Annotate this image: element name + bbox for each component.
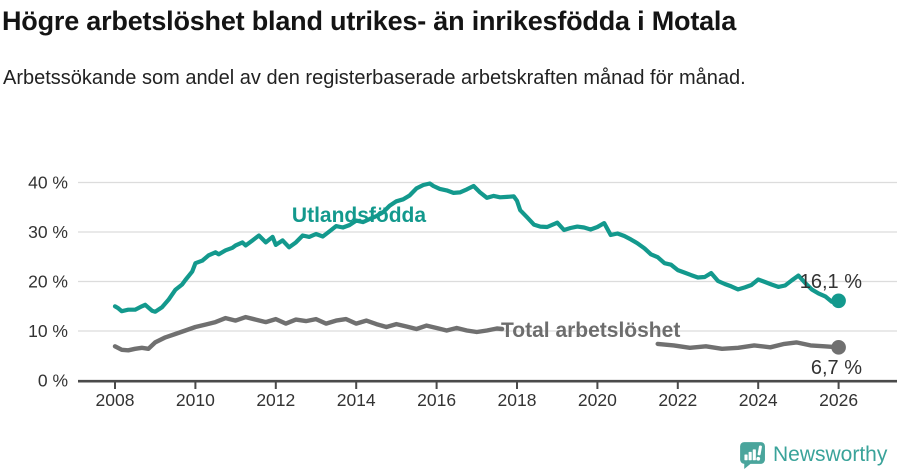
x-tick-label: 2020: [578, 390, 617, 410]
axis-group: 0 % 10 % 20 % 30 % 40 % 2008 2010 2012 2014 2016 2…: [28, 173, 897, 410]
gridlines-group: [78, 181, 897, 332]
bar-2: [748, 451, 752, 461]
x-tick-label: 2008: [96, 390, 135, 410]
y-tick-label: 20 %: [28, 272, 68, 292]
series-end-dot-0: [831, 293, 846, 309]
y-tick-label: 30 %: [28, 222, 68, 242]
series-line-1: [112, 314, 505, 353]
page-title: Högre arbetslöshet bland utrikes- än inr…: [2, 6, 737, 36]
x-tick-label: 2018: [498, 390, 537, 410]
chart-subtitle: Arbetssökande som andel av den registerb…: [3, 67, 746, 89]
newsworthy-brand: Newsworthy: [737, 440, 887, 469]
x-tick-label: 2016: [417, 390, 456, 410]
series-group: [112, 181, 846, 355]
x-tick-label: 2026: [819, 390, 858, 410]
end-value-label-total: 6,7 %: [811, 357, 862, 379]
newsworthy-logo-icon: [740, 442, 765, 469]
y-tick-label: 0 %: [38, 371, 68, 391]
y-tick-label: 10 %: [28, 321, 68, 341]
series-end-dot-1: [831, 340, 846, 355]
brand-wordmark: Newsworthy: [773, 442, 888, 466]
x-tick-label: 2010: [176, 390, 215, 410]
bar-3: [752, 449, 756, 461]
series-line-0: [112, 181, 841, 314]
exclamation-mark: [756, 445, 762, 461]
x-tick-label: 2012: [256, 390, 295, 410]
end-value-label-utlandsfodda: 16,1 %: [800, 271, 862, 293]
x-tick-label: 2022: [658, 390, 697, 410]
series-label-utlandsfodda: Utlandsfödda: [292, 204, 426, 227]
x-tick-label: 2024: [739, 390, 778, 410]
series-line-1: [655, 340, 841, 351]
x-tick-label: 2014: [337, 390, 376, 410]
bar-1: [744, 454, 748, 461]
y-tick-label: 40 %: [28, 173, 68, 193]
series-label-total-arbetsloshet: Total arbetslöshet: [501, 319, 680, 342]
